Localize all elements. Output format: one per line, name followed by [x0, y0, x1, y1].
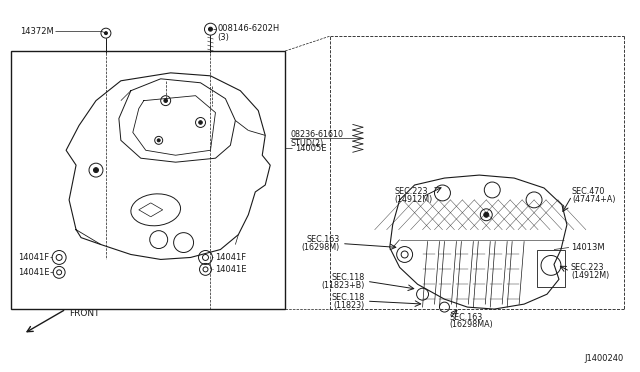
Bar — [12, 51, 285, 309]
Circle shape — [484, 212, 489, 217]
Text: 14041F: 14041F — [216, 253, 246, 262]
Text: (16298M): (16298M) — [301, 243, 340, 252]
Circle shape — [157, 139, 160, 142]
Text: 14005E: 14005E — [295, 144, 326, 153]
Circle shape — [93, 168, 99, 173]
Text: SEC.223: SEC.223 — [395, 187, 428, 196]
Text: SEC.163: SEC.163 — [307, 235, 340, 244]
Text: 14013M: 14013M — [571, 243, 605, 252]
Text: SEC.470: SEC.470 — [572, 187, 605, 196]
Text: (47474+A): (47474+A) — [572, 195, 616, 204]
Text: 008146-6202H: 008146-6202H — [218, 24, 280, 33]
Text: SEC.223: SEC.223 — [571, 263, 604, 272]
Text: SEC.118: SEC.118 — [332, 273, 365, 282]
Text: STUD(2): STUD(2) — [290, 139, 323, 148]
Text: 08236-61610: 08236-61610 — [290, 130, 343, 139]
Text: (3): (3) — [218, 33, 229, 42]
Text: 14041E: 14041E — [18, 268, 49, 277]
Circle shape — [209, 27, 212, 31]
Text: (11823+B): (11823+B) — [321, 281, 365, 290]
Circle shape — [164, 99, 168, 102]
Text: (14912M): (14912M) — [395, 195, 433, 204]
Text: 14041E: 14041E — [216, 265, 247, 274]
Bar — [537, 250, 565, 287]
Text: SEC.118: SEC.118 — [332, 293, 365, 302]
Text: (11823): (11823) — [333, 301, 365, 310]
Text: SEC.163: SEC.163 — [449, 312, 483, 321]
Text: FRONT: FRONT — [69, 309, 100, 318]
Text: 14372M: 14372M — [20, 27, 54, 36]
Text: (16298MA): (16298MA) — [449, 320, 493, 330]
Circle shape — [199, 121, 202, 124]
Text: J1400240: J1400240 — [584, 354, 623, 363]
Circle shape — [104, 32, 108, 35]
Text: 14041F: 14041F — [18, 253, 49, 262]
Text: (14912M): (14912M) — [571, 271, 609, 280]
